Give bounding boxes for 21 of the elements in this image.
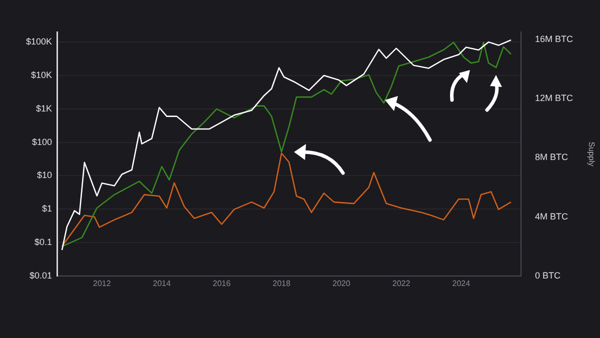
x-tick-label: 2020 xyxy=(332,279,351,288)
y2-tick-label: 12M BTC xyxy=(535,93,574,104)
y2-tick-label: 16M BTC xyxy=(535,34,574,44)
y2-tick-label: 0 BTC xyxy=(535,270,562,280)
y2-axis-title: Supply xyxy=(586,142,596,166)
y-tick-label: $1K xyxy=(36,103,52,114)
y2-tick-label: 8M BTC xyxy=(535,152,569,162)
x-tick-label: 2022 xyxy=(392,279,411,288)
x-tick-label: 2012 xyxy=(93,279,112,288)
y-tick-label: $10 xyxy=(36,170,52,180)
x-tick-label: 2018 xyxy=(272,279,291,288)
y2-tick-label: 4M BTC xyxy=(535,211,569,222)
y-tick-label: $0.01 xyxy=(29,270,52,280)
y-tick-label: $1 xyxy=(42,204,52,214)
y-tick-label: $100 xyxy=(32,136,52,147)
y-tick-label: $10K xyxy=(30,70,52,80)
y-tick-label: $100K xyxy=(26,36,52,47)
x-tick-label: 2016 xyxy=(212,279,232,288)
x-tick-label: 2014 xyxy=(152,279,172,288)
y-tick-label: $0.1 xyxy=(34,237,52,248)
x-tick-label: 2024 xyxy=(452,279,471,288)
